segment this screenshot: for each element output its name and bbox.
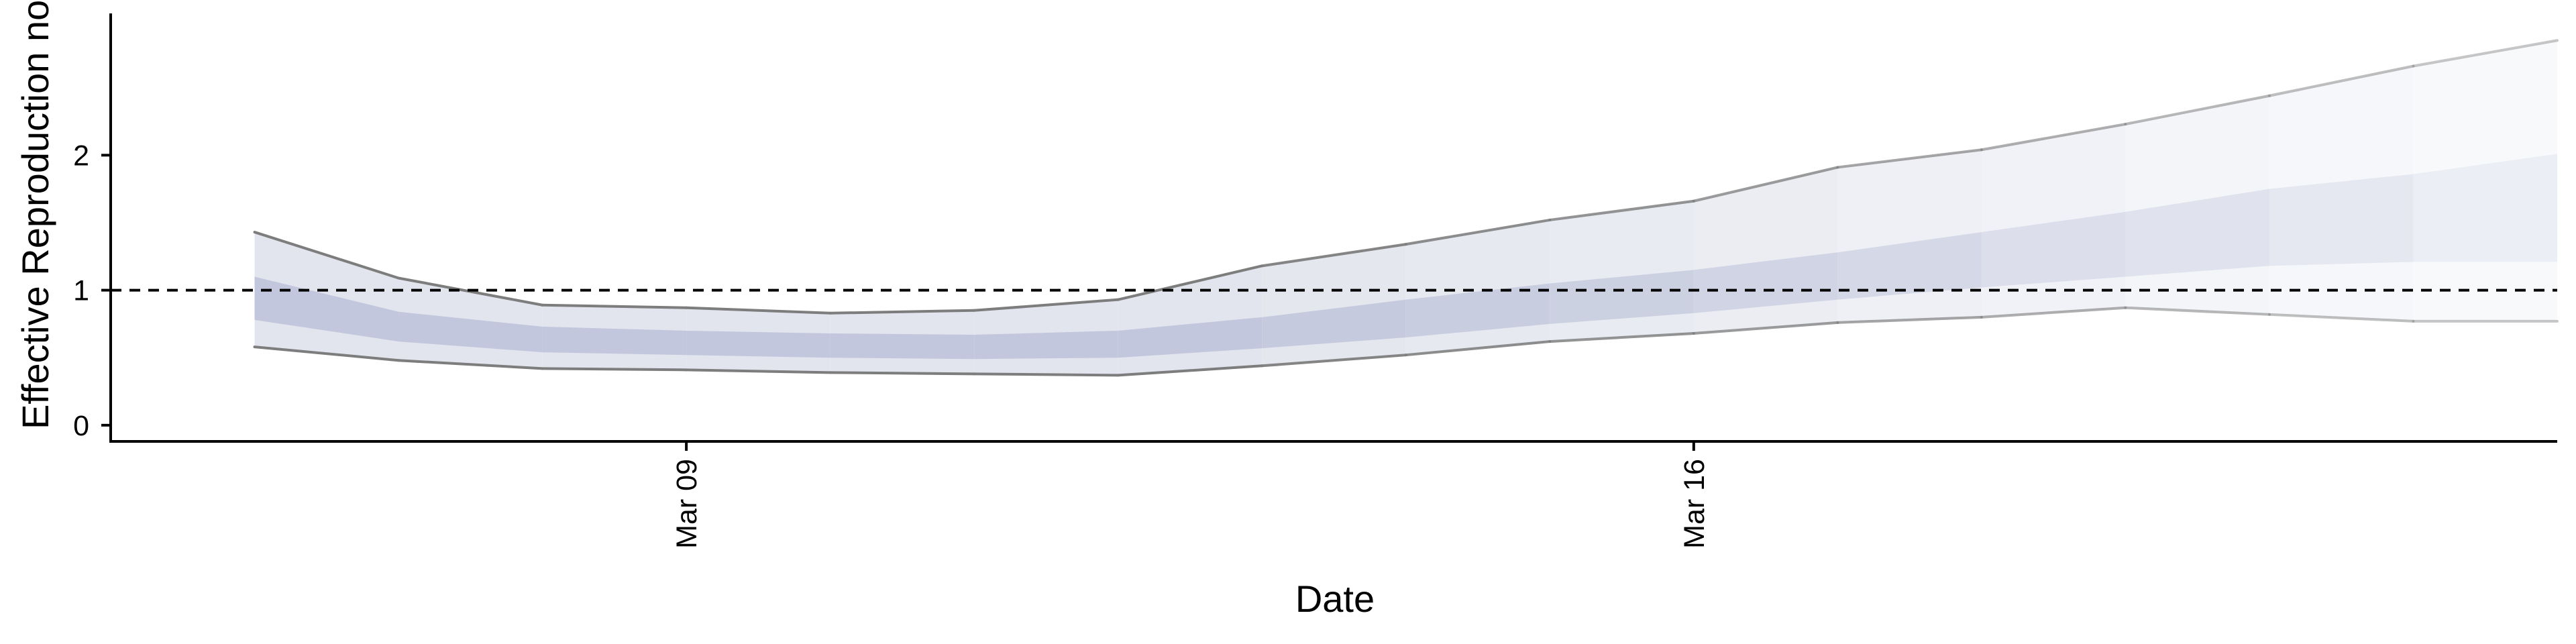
y-axis-title: Effective Reproduction no	[14, 0, 56, 429]
inner-band-segment	[2269, 174, 2414, 266]
lower-bound-segment	[973, 372, 1120, 377]
upper-bound-segment	[541, 303, 688, 309]
upper-bound-segment	[1116, 264, 1264, 301]
y-tick-label: 2	[73, 140, 89, 172]
inner-band-segment	[1693, 252, 1838, 313]
inner-band-segment	[1981, 211, 2126, 288]
x-axis-title: Date	[1295, 578, 1375, 620]
upper-bound-segment	[397, 276, 544, 307]
outer-band-segment	[1837, 150, 1982, 323]
outer-band-segment	[2269, 66, 2414, 321]
inner-band-segment	[1118, 317, 1263, 358]
inner-band-segment	[1405, 283, 1550, 338]
inner-band-segment	[830, 333, 975, 360]
y-tick-label: 1	[73, 275, 89, 307]
upper-bound-segment	[1836, 148, 1983, 169]
inner-band-segment	[542, 326, 687, 356]
inner-band-segment	[398, 311, 543, 353]
lower-bound-segment	[2267, 313, 2415, 323]
x-tick-label: Mar 09	[671, 459, 703, 549]
upper-bound-segment	[828, 309, 976, 315]
upper-bound-segment	[253, 231, 400, 280]
lower-bound-segment	[685, 368, 832, 374]
lower-bound-segment	[397, 359, 544, 370]
lower-bound-segment	[1692, 321, 1839, 335]
lower-bound-segment	[2124, 306, 2271, 316]
upper-bound-segment	[2412, 39, 2559, 68]
lower-bound-segment	[1116, 364, 1264, 377]
upper-bound-segment	[1548, 199, 1695, 221]
lower-bound-segment	[541, 367, 688, 372]
axes	[109, 13, 2557, 443]
lower-bound-segment	[828, 371, 976, 376]
x-tick-label: Mar 16	[1678, 459, 1711, 549]
upper-bound-segment	[1404, 218, 1552, 246]
uncertainty-bands	[254, 40, 2557, 376]
outer-band-segment	[2125, 95, 2269, 315]
inner-band-segment	[254, 276, 399, 342]
lower-bound-segment	[1404, 340, 1552, 357]
inner-band-segment	[1262, 299, 1406, 349]
inner-band-segment	[1837, 232, 1982, 300]
x-axis-ticks: Mar 09 Mar 16	[671, 441, 1711, 549]
y-tick-label: 0	[73, 410, 89, 442]
outer-band-segment	[2413, 40, 2557, 321]
upper-bound-segment	[2267, 64, 2415, 97]
lower-bound-segment	[253, 345, 400, 362]
upper-bound-segment	[2124, 94, 2271, 126]
lower-bound-segment	[1260, 354, 1407, 368]
upper-bound-segment	[1692, 166, 1839, 203]
inner-band-segment	[2125, 189, 2269, 277]
lower-bound-segment	[1548, 331, 1695, 343]
inner-band-segment	[686, 330, 830, 358]
inner-band-segment	[974, 330, 1118, 360]
bound-lines	[253, 39, 2559, 377]
inner-band-segment	[2413, 154, 2557, 262]
lower-bound-segment	[1836, 315, 1983, 324]
upper-bound-segment	[1980, 123, 2127, 152]
inner-band-segment	[1550, 270, 1694, 324]
upper-bound-segment	[685, 306, 832, 315]
upper-bound-segment	[973, 298, 1120, 312]
lower-bound-segment	[1980, 306, 2127, 319]
outer-band-segment	[1981, 124, 2126, 317]
upper-bound-segment	[1260, 243, 1407, 268]
y-axis-ticks: 0 1 2	[73, 140, 111, 442]
